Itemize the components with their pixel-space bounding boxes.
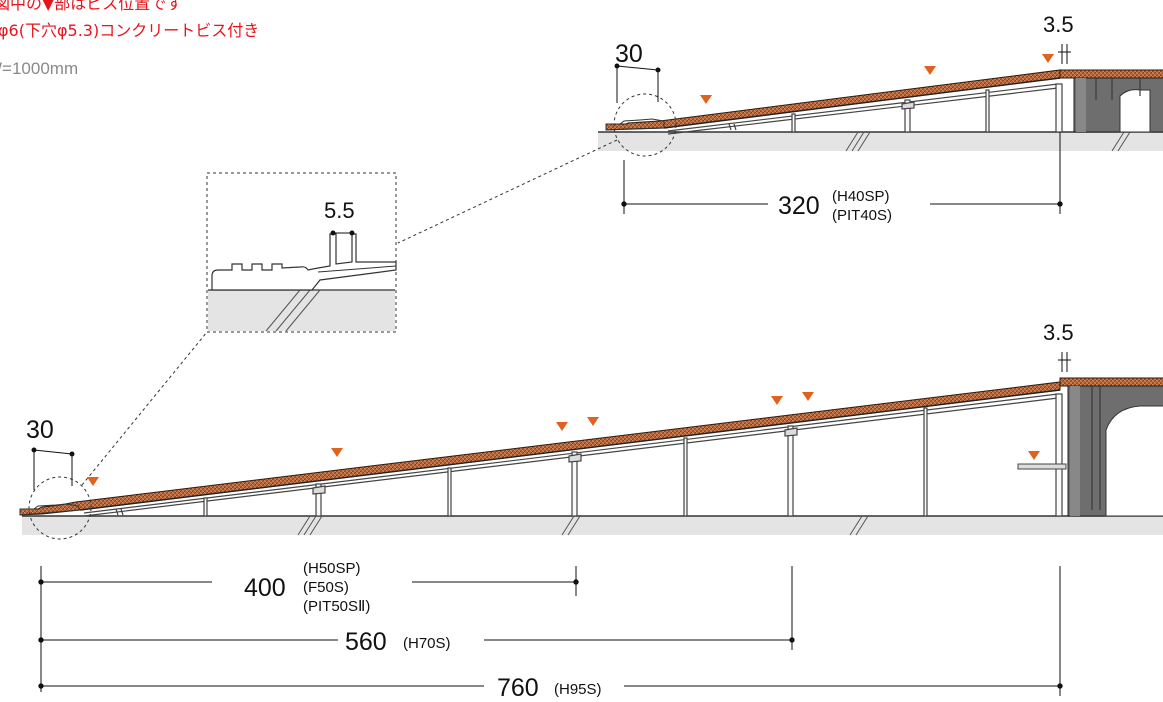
screw-marker [556,422,568,431]
lower-screw-markers [87,392,1040,486]
upper-step-block [1073,77,1163,133]
upper-ramp-board [605,69,1061,131]
upper-end-piece [1059,69,1163,79]
upper-top-dimension [1058,44,1071,64]
upper-length-model-2: (PIT40S) [832,207,892,224]
upper-nosing [605,118,665,131]
lower-floor [22,516,1163,535]
notes: 図中の▼部はビス位置です φ6(下穴φ5.3)コンクリートビス付き W=1000… [0,0,259,78]
upper-support-frame [667,83,1063,135]
lower-bracket [1017,463,1067,470]
lower-ramp-section: 30 3.5 [19,320,1163,702]
dim-400-value: 400 [244,574,286,602]
screw-marker [87,477,99,486]
screw-marker [1028,451,1040,460]
screw-marker [802,392,814,401]
lower-length-dimensions [38,566,1063,696]
dim-760-value: 760 [497,674,539,702]
upper-top-dim-label: 3.5 [1043,12,1074,37]
lower-detail-callout [28,476,92,540]
detail-dim-label: 5.5 [324,198,355,223]
screw-marker [1042,54,1054,63]
leader-line-upper [397,139,618,244]
note-screw-positions: 図中の▼部はビス位置です [0,0,182,13]
lower-end-piece [1059,377,1163,387]
upper-detail-callout [613,93,677,157]
upper-floor [598,132,1163,151]
note-screw-spec: φ6(下穴φ5.3)コンクリートビス付き [0,21,259,40]
upper-length-value: 320 [778,192,820,220]
detail-dimension [330,230,355,236]
dim-400-model-1: (H50SP) [303,560,361,577]
upper-floor-hatch [845,131,1131,152]
dim-560-value: 560 [345,628,387,656]
screw-marker [771,396,783,405]
screw-marker [700,95,712,104]
dim-400-model-2: (F50S) [303,579,349,596]
dim-760-model: (H95S) [554,681,602,698]
lower-nosing [19,503,81,516]
upper-edge-dimension [614,63,661,103]
upper-screw-markers [700,54,1054,104]
nosing-profile [211,233,397,291]
dim-560-model: (H70S) [403,635,451,652]
upper-ramp-section: 30 3.5 320 (H40SP) (PIT40S) [397,12,1163,244]
lower-support-frame [83,393,1063,517]
lower-top-dim-label: 3.5 [1043,320,1074,345]
screw-marker [924,66,936,75]
lower-step-block [1067,385,1163,517]
leader-line-lower [81,331,208,486]
upper-length-dimension [621,132,1063,214]
nosing-detail-box: 5.5 [206,172,397,333]
lower-ramp-board [19,381,1061,516]
lower-floor-hatch [297,515,869,536]
lower-edge-dim-label: 30 [26,416,54,444]
dim-400-model-3: (PIT50SⅡ) [303,598,370,615]
upper-edge-dim-label: 30 [615,40,643,68]
note-width: W=1000mm [0,59,78,78]
upper-length-model-1: (H40SP) [832,188,890,205]
screw-marker [331,448,343,457]
lower-edge-dimension [31,447,75,490]
lower-top-dimension [1058,352,1071,372]
screw-marker [587,417,599,426]
